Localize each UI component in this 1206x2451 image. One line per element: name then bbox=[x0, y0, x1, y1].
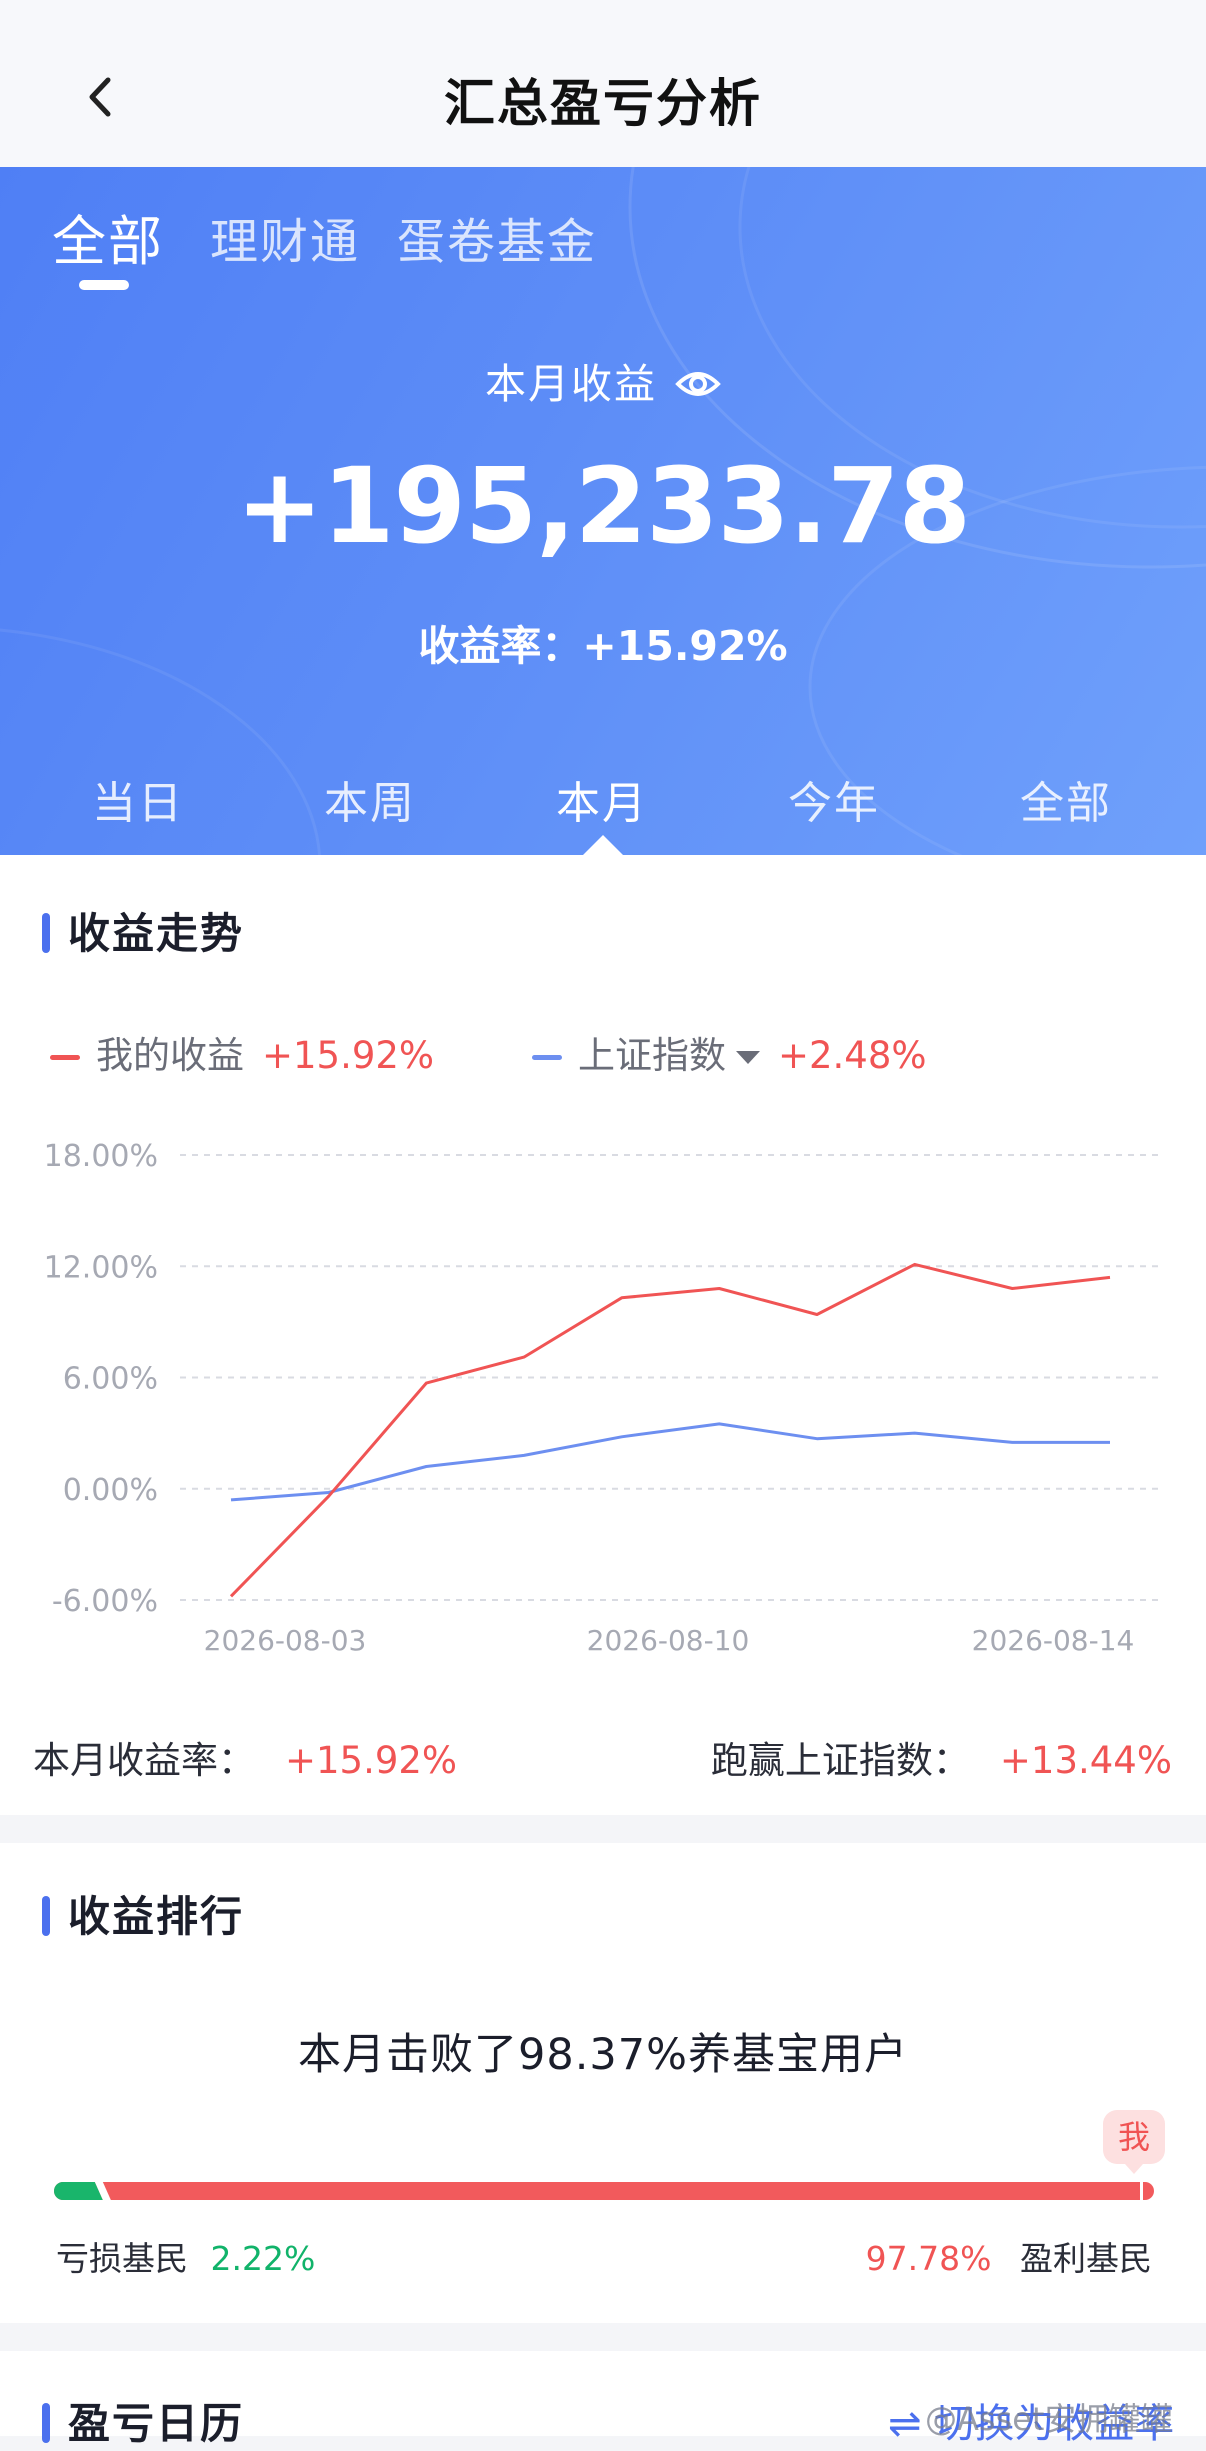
profit-segment bbox=[54, 2182, 1154, 2200]
income-label-row: 本月收益 bbox=[0, 350, 1206, 411]
segment-divider bbox=[94, 2182, 111, 2200]
dropdown-triangle-icon[interactable] bbox=[736, 1051, 760, 1064]
trend-line-chart: 18.00% 12.00% 6.00% 0.00% -6.00% 2026-08-03 20… bbox=[44, 1139, 1160, 1657]
period-tab-all[interactable]: 全部 bbox=[1020, 778, 1112, 829]
trend-section-title: 收益走势 bbox=[42, 900, 244, 961]
beat-index-summary: 跑赢上证指数： +13.44% bbox=[710, 1739, 1172, 1782]
month-rate-summary: 本月收益率： +15.92% bbox=[33, 1739, 458, 1782]
legend-swatch-red bbox=[50, 1055, 80, 1060]
active-period-pointer bbox=[583, 835, 623, 855]
tab-danjuan-fund[interactable]: 蛋卷基金 bbox=[397, 214, 598, 270]
period-tab-week[interactable]: 本周 bbox=[324, 778, 416, 829]
loss-segment bbox=[54, 2182, 103, 2200]
series-line-0 bbox=[229, 1262, 1111, 1598]
rank-card bbox=[0, 1843, 1206, 2323]
tab-all-accounts[interactable]: 全部 bbox=[52, 210, 164, 273]
period-tab-today[interactable]: 当日 bbox=[92, 778, 184, 829]
y-tick-label: 12.00% bbox=[44, 1250, 158, 1285]
income-rate: 收益率：+15.92% bbox=[418, 622, 788, 670]
x-tick-label: 2026-08-14 bbox=[972, 1624, 1135, 1657]
tab-licaitong[interactable]: 理财通 bbox=[210, 214, 361, 270]
back-arrow-icon[interactable] bbox=[80, 72, 120, 122]
loss-users-label: 亏损基民 2.22% bbox=[56, 2239, 316, 2278]
x-tick-label: 2026-08-03 bbox=[204, 1624, 367, 1657]
summary-header: 全部 理财通 蛋卷基金 本月收益 +195,233.78 收益率：+15.92%… bbox=[0, 167, 1206, 855]
x-tick-label: 2026-08-10 bbox=[587, 1624, 750, 1657]
calendar-section-title: 盈亏日历 bbox=[42, 2390, 244, 2451]
period-tab-month[interactable]: 本月 bbox=[556, 778, 648, 829]
profit-loss-ratio-bar bbox=[54, 2182, 1154, 2200]
calendar-card bbox=[0, 2351, 1206, 2436]
section-accent-bar bbox=[42, 2403, 50, 2443]
rank-headline: 本月击败了98.37%养基宝用户 bbox=[298, 2030, 908, 2080]
y-tick-label: -6.00% bbox=[52, 1584, 158, 1619]
section-accent-bar bbox=[42, 1896, 50, 1936]
period-tab-year[interactable]: 今年 bbox=[788, 778, 880, 829]
series-line-1 bbox=[230, 1422, 1110, 1502]
legend-my-income: 我的收益 +15.92% bbox=[50, 1025, 434, 1079]
me-position-tick bbox=[1140, 2182, 1143, 2200]
section-accent-bar bbox=[42, 913, 50, 953]
legend-swatch-blue bbox=[532, 1055, 562, 1060]
income-label: 本月收益 bbox=[485, 360, 657, 408]
trend-card bbox=[0, 855, 1206, 1815]
page-title: 汇总盈亏分析 bbox=[443, 75, 762, 134]
y-tick-label: 6.00% bbox=[63, 1362, 158, 1397]
profit-users-label: 97.78% 盈利基民 bbox=[865, 2239, 1152, 2278]
y-tick-label: 18.00% bbox=[44, 1139, 158, 1174]
active-tab-indicator bbox=[79, 280, 129, 290]
y-tick-label: 0.00% bbox=[63, 1473, 158, 1508]
decorative-waves bbox=[0, 167, 1206, 855]
top-nav-bar: 汇总盈亏分析 bbox=[0, 0, 1206, 167]
legend-shanghai-index[interactable]: 上证指数 +2.48% bbox=[532, 1025, 927, 1079]
me-marker-badge: 我 bbox=[1103, 2110, 1165, 2174]
income-amount: +195,233.78 bbox=[235, 445, 971, 567]
rank-section-title: 收益排行 bbox=[42, 1883, 244, 1944]
eye-icon[interactable] bbox=[675, 363, 721, 411]
watermark-text: @Asset安拥罐罐 bbox=[925, 2400, 1173, 2438]
